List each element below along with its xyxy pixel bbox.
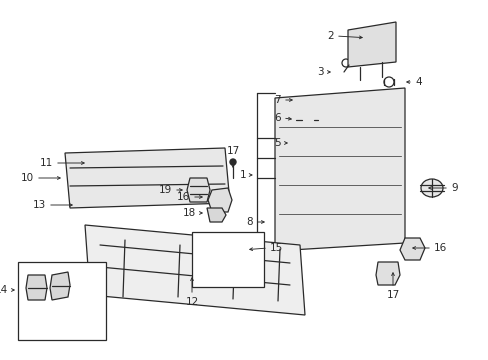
Polygon shape <box>274 88 404 251</box>
Text: 12: 12 <box>185 297 198 307</box>
Polygon shape <box>186 178 209 202</box>
Text: 8: 8 <box>246 217 252 227</box>
Text: 16: 16 <box>433 243 447 253</box>
Text: 9: 9 <box>450 183 457 193</box>
Circle shape <box>305 97 310 103</box>
Text: 18: 18 <box>183 208 196 218</box>
Text: 17: 17 <box>226 146 239 156</box>
Polygon shape <box>206 208 225 222</box>
Circle shape <box>229 159 236 165</box>
Polygon shape <box>207 188 231 212</box>
Polygon shape <box>375 262 399 285</box>
Bar <box>192 232 264 287</box>
Text: 11: 11 <box>40 158 53 168</box>
Text: 10: 10 <box>21 173 34 183</box>
Text: 1: 1 <box>239 170 245 180</box>
Polygon shape <box>85 225 305 315</box>
Text: 4: 4 <box>414 77 421 87</box>
Polygon shape <box>399 238 424 260</box>
Text: 7: 7 <box>274 95 281 105</box>
Ellipse shape <box>420 179 442 197</box>
Text: 16: 16 <box>176 192 190 202</box>
Polygon shape <box>26 275 47 300</box>
Polygon shape <box>347 22 395 67</box>
Bar <box>18 262 106 340</box>
Text: 15: 15 <box>269 243 283 253</box>
Text: 2: 2 <box>326 31 333 41</box>
Text: 14: 14 <box>0 285 8 295</box>
Text: 17: 17 <box>386 290 399 300</box>
Text: 13: 13 <box>33 200 46 210</box>
Polygon shape <box>65 148 229 208</box>
Text: 3: 3 <box>317 67 324 77</box>
Text: 6: 6 <box>274 113 281 123</box>
Text: 5: 5 <box>274 138 281 148</box>
Text: 19: 19 <box>159 185 172 195</box>
Polygon shape <box>50 272 70 300</box>
